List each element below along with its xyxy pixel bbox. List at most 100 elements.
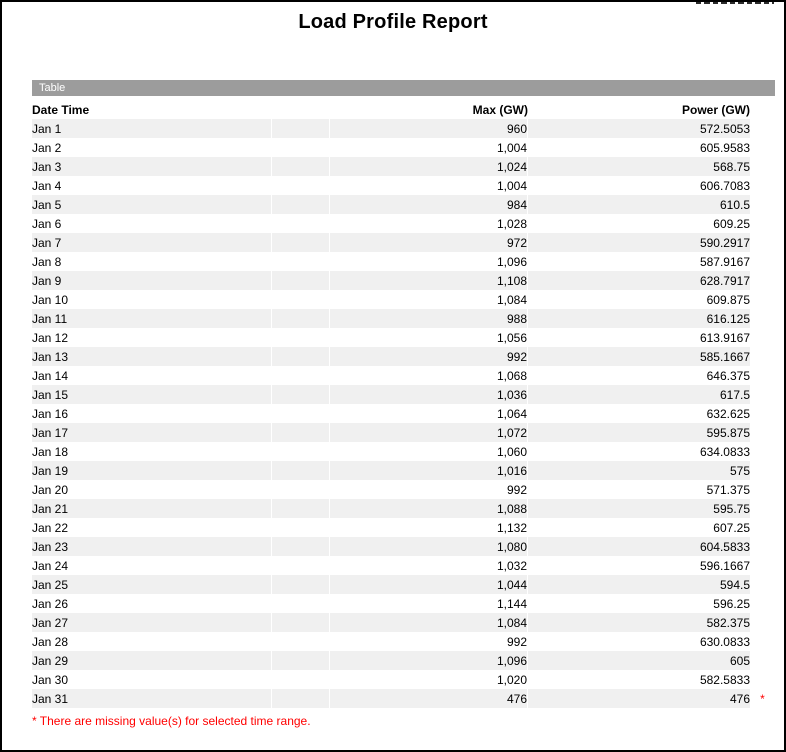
date-time-cell: Jan 24 bbox=[32, 556, 272, 575]
missing-values-footnote: * There are missing value(s) for selecte… bbox=[32, 714, 311, 728]
table-row: Jan 21 1,088 595.75 bbox=[32, 499, 775, 518]
date-time-cell: Jan 12 bbox=[32, 328, 272, 347]
table-row: Jan 28 992 630.0833 bbox=[32, 632, 775, 651]
date-time-cell: Jan 20 bbox=[32, 480, 272, 499]
max-gw-cell: 1,060 bbox=[330, 442, 528, 461]
power-gw-cell: 568.75 bbox=[528, 157, 750, 176]
missing-flag-cell bbox=[750, 480, 775, 499]
missing-flag-cell bbox=[750, 556, 775, 575]
table-row: Jan 22 1,132 607.25 bbox=[32, 518, 775, 537]
table-row: Jan 17 1,072 595.875 bbox=[32, 423, 775, 442]
power-gw-cell: 609.875 bbox=[706, 292, 750, 307]
table-row: Jan 8 1,096 587.9167 bbox=[32, 252, 775, 271]
power-gw-cell: 571.375 bbox=[706, 482, 750, 497]
column-header-max-gw: Max (GW) bbox=[472, 102, 528, 117]
spacer-cell bbox=[272, 385, 330, 404]
max-gw-cell: 1,004 bbox=[330, 176, 528, 195]
missing-flag-cell bbox=[750, 423, 775, 442]
date-time-cell: Jan 15 bbox=[32, 385, 272, 404]
date-time-cell: Jan 16 bbox=[32, 404, 272, 423]
power-gw-cell: 605.9583 bbox=[699, 140, 750, 155]
date-time-cell: Jan 30 bbox=[32, 670, 272, 689]
power-gw-cell: 590.2917 bbox=[528, 233, 750, 252]
power-gw-cell: 596.1667 bbox=[699, 558, 750, 573]
spacer-cell bbox=[272, 689, 330, 708]
missing-flag-cell bbox=[750, 328, 775, 347]
power-gw-cell: 610.5 bbox=[528, 195, 750, 214]
missing-flag-cell bbox=[750, 347, 775, 366]
date-time-cell: Jan 29 bbox=[32, 651, 272, 670]
max-gw-cell: 1,004 bbox=[330, 138, 528, 157]
max-gw-cell: 992 bbox=[330, 632, 528, 651]
power-gw-cell: 616.125 bbox=[528, 309, 750, 328]
spacer-cell bbox=[272, 233, 330, 252]
missing-flag-cell bbox=[750, 537, 775, 556]
spacer-cell bbox=[272, 214, 330, 233]
power-gw-cell: 585.1667 bbox=[528, 347, 750, 366]
power-gw-cell: 476 bbox=[528, 689, 750, 708]
clipped-text-fragment bbox=[696, 2, 774, 4]
table-row: Jan 23 1,080 604.5833 bbox=[32, 537, 775, 556]
max-gw-cell: 984 bbox=[330, 195, 528, 214]
report-title: Load Profile Report bbox=[298, 11, 488, 33]
power-gw-cell: 632.625 bbox=[706, 406, 750, 421]
max-gw-cell: 1,096 bbox=[330, 651, 528, 670]
table-row: Jan 20 992 571.375 bbox=[32, 480, 775, 499]
table-row: Jan 30 1,020 582.5833 bbox=[32, 670, 775, 689]
spacer-cell bbox=[272, 480, 330, 499]
spacer-cell bbox=[272, 309, 330, 328]
table-row: Jan 2 1,004 605.9583 bbox=[32, 138, 775, 157]
spacer-cell bbox=[272, 176, 330, 195]
spacer-cell bbox=[272, 328, 330, 347]
power-gw-cell: 582.5833 bbox=[699, 672, 750, 687]
table-body: Jan 1 960 572.5053 Jan 2 1,004 605.9583 … bbox=[32, 119, 775, 708]
date-time-cell: Jan 14 bbox=[32, 366, 272, 385]
missing-flag-cell bbox=[750, 575, 775, 594]
missing-flag-cell bbox=[750, 613, 775, 632]
table-section: Table Date Time Max (GW) Power (GW) Jan bbox=[32, 80, 775, 708]
table-row: Jan 5 984 610.5 bbox=[32, 195, 775, 214]
date-time-cell: Jan 22 bbox=[32, 518, 272, 537]
max-gw-cell: 1,020 bbox=[330, 670, 528, 689]
date-time-cell: Jan 2 bbox=[32, 138, 272, 157]
spacer-cell bbox=[272, 404, 330, 423]
table-row: Jan 6 1,028 609.25 bbox=[32, 214, 775, 233]
power-gw-cell: 575 bbox=[528, 461, 750, 480]
date-time-cell: Jan 21 bbox=[32, 499, 272, 518]
table-row: Jan 3 1,024 568.75 bbox=[32, 157, 775, 176]
power-gw-cell: 609.25 bbox=[713, 216, 750, 231]
date-time-cell: Jan 6 bbox=[32, 214, 272, 233]
date-time-cell: Jan 28 bbox=[32, 632, 272, 651]
spacer-cell bbox=[272, 537, 330, 556]
spacer-cell bbox=[272, 575, 330, 594]
max-gw-cell: 1,132 bbox=[330, 518, 528, 537]
spacer-cell bbox=[272, 518, 330, 537]
date-time-cell: Jan 5 bbox=[32, 195, 272, 214]
spacer-cell bbox=[272, 195, 330, 214]
header-row: Date Time Max (GW) Power (GW) bbox=[32, 100, 775, 119]
table-header: Date Time Max (GW) Power (GW) bbox=[32, 100, 775, 119]
table-row: Jan 10 1,084 609.875 bbox=[32, 290, 775, 309]
max-gw-cell: 1,084 bbox=[330, 290, 528, 309]
missing-flag-cell bbox=[750, 404, 775, 423]
power-gw-cell: 582.375 bbox=[528, 613, 750, 632]
missing-flag-cell bbox=[750, 119, 775, 138]
spacer-cell bbox=[272, 613, 330, 632]
missing-flag-cell bbox=[750, 651, 775, 670]
power-gw-cell: 606.7083 bbox=[699, 178, 750, 193]
power-gw-cell: 604.5833 bbox=[528, 537, 750, 556]
missing-flag-cell bbox=[750, 195, 775, 214]
table-row: Jan 11 988 616.125 bbox=[32, 309, 775, 328]
spacer-cell bbox=[272, 461, 330, 480]
table-row: Jan 25 1,044 594.5 bbox=[32, 575, 775, 594]
table-row: Jan 24 1,032 596.1667 bbox=[32, 556, 775, 575]
max-gw-cell: 1,056 bbox=[330, 328, 528, 347]
spacer-cell bbox=[272, 366, 330, 385]
power-gw-cell: 607.25 bbox=[713, 520, 750, 535]
missing-flag-cell bbox=[750, 632, 775, 651]
max-gw-cell: 1,016 bbox=[330, 461, 528, 480]
missing-flag-cell bbox=[750, 233, 775, 252]
spacer-cell bbox=[272, 290, 330, 309]
date-time-cell: Jan 8 bbox=[32, 252, 272, 271]
